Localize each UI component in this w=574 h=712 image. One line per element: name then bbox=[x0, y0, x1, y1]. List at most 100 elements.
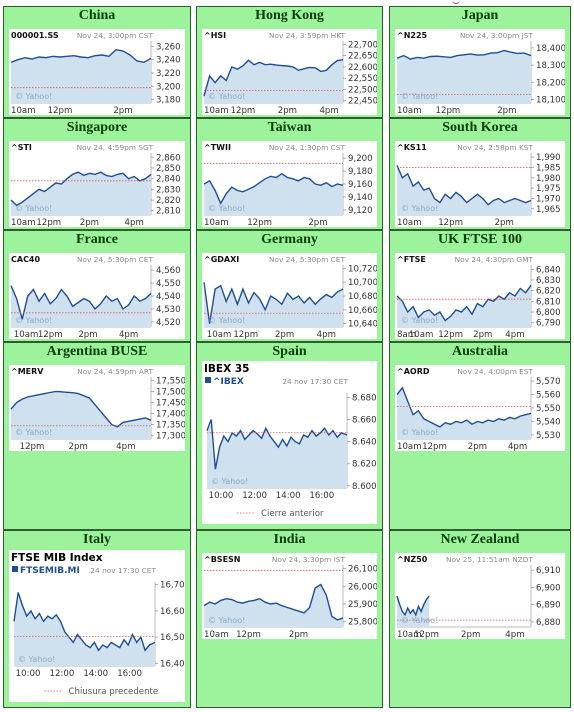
series-area bbox=[204, 173, 343, 215]
market-cell-australia: Australia ^AORD Nov 24, 4:00pm EST 5,570 5,5… bbox=[389, 342, 571, 530]
series-area bbox=[397, 596, 430, 627]
x-tick-label: 12pm bbox=[247, 218, 272, 227]
decorative-mark bbox=[452, 0, 460, 4]
region-title: Spain bbox=[272, 344, 307, 359]
series-symbol: ^HSI bbox=[204, 31, 226, 40]
y-tick-label: 22,650 bbox=[348, 52, 377, 62]
y-tick-label: 8.660 bbox=[352, 416, 377, 426]
y-tick-label: 10,720 bbox=[348, 264, 377, 274]
y-tick-label: 17,350 bbox=[156, 421, 185, 431]
series-line bbox=[206, 419, 348, 470]
timestamp: Nov 24, 3:59pm HKT bbox=[269, 31, 346, 40]
x-tick-label: 8am bbox=[397, 330, 416, 339]
legend-label: Cierre anterior bbox=[261, 509, 324, 519]
series-line bbox=[396, 165, 532, 206]
y-tick-label: 8.600 bbox=[352, 482, 377, 492]
timestamp: Nov 24, 4:59pm ART bbox=[77, 367, 153, 376]
x-tick-label: 10am bbox=[11, 106, 36, 115]
x-tick-label: 10am bbox=[397, 106, 422, 115]
region-title: Italy bbox=[83, 532, 111, 547]
timestamp: Nov 24, 3:00pm CST bbox=[77, 31, 154, 40]
market-cell-japan: Japan ^N225 Nov 24, 3:00pm JST 18,400 18,300… bbox=[389, 6, 571, 118]
yahoo-watermark: © Yahoo! bbox=[208, 92, 245, 101]
x-tick-label: 2pm bbox=[113, 106, 132, 115]
chart-argentina-buse[interactable]: ^MERV Nov 24, 4:59pm ART17,55017,50017,45… bbox=[9, 365, 185, 451]
chart-italy[interactable]: FTSE MIB Index FTSEMIB.MI 24 nov 17:30 CET… bbox=[9, 550, 185, 702]
region-title: China bbox=[78, 8, 116, 23]
chart-spain[interactable]: IBEX 35 ^IBEX 24 nov 17:30 CET 8.680 8.660 8.… bbox=[202, 361, 377, 524]
x-tick-label: 12:00 bbox=[50, 669, 75, 679]
x-tick-label: 12pm bbox=[38, 330, 63, 339]
y-tick-label: 18,400 bbox=[536, 44, 565, 54]
region-title: Germany bbox=[261, 232, 318, 247]
x-tick-label: 10am bbox=[11, 218, 36, 227]
y-tick-label: 6,840 bbox=[536, 265, 561, 275]
x-tick-label: 4pm bbox=[508, 442, 527, 451]
series-symbol: ^TWII bbox=[204, 143, 231, 152]
series-symbol: ^BSESN bbox=[204, 555, 240, 564]
y-tick-label: 3,200 bbox=[156, 82, 181, 92]
x-tick-label: 12pm bbox=[414, 630, 439, 639]
market-cell-india: India ^BSESN Nov 24, 3:30pm IST 26,100 26,00… bbox=[196, 530, 383, 708]
region-title: France bbox=[76, 232, 118, 247]
y-tick-label: 10,680 bbox=[348, 292, 377, 302]
market-cell-argentina-buse: Argentina BUSE ^MERV Nov 24, 4:59pm ART 17,… bbox=[3, 342, 191, 530]
y-tick-label: 4,520 bbox=[156, 318, 181, 328]
chart-south-korea[interactable]: ^KS11 Nov 24, 2:58pm KST1,9901,9851,9801,… bbox=[395, 141, 565, 227]
y-tick-label: 17,450 bbox=[156, 398, 185, 408]
y-tick-label: 6,790 bbox=[536, 319, 561, 329]
series-area bbox=[207, 419, 347, 488]
y-tick-label: 3,260 bbox=[156, 42, 181, 52]
y-tick-label: 1,975 bbox=[536, 184, 561, 194]
yahoo-watermark: © Yahoo! bbox=[15, 92, 52, 101]
y-tick-label: 4,530 bbox=[156, 305, 181, 315]
y-tick-label: 26,000 bbox=[348, 582, 377, 592]
timestamp: Nov 24, 4:59pm SGT bbox=[77, 143, 154, 152]
x-tick-label: 10am bbox=[409, 330, 434, 339]
y-tick-label: 3,240 bbox=[156, 56, 181, 66]
x-tick-label: 2pm bbox=[78, 330, 97, 339]
chart-singapore[interactable]: ^STI Nov 24, 4:59pm SGT2,8602,8502,8402,8… bbox=[9, 141, 185, 227]
x-tick-label: 12pm bbox=[438, 330, 463, 339]
region-title: Taiwan bbox=[267, 120, 312, 135]
region-title: Argentina BUSE bbox=[46, 344, 148, 359]
x-tick-label: 4pm bbox=[317, 330, 336, 339]
region-title: Hong Kong bbox=[255, 8, 324, 23]
y-tick-label: 9,180 bbox=[348, 167, 373, 177]
series-line bbox=[396, 49, 532, 60]
x-tick-label: 4pm bbox=[505, 330, 524, 339]
yahoo-watermark: © Yahoo! bbox=[208, 316, 245, 325]
x-tick-label: 2pm bbox=[289, 630, 308, 639]
series-line bbox=[396, 284, 532, 322]
y-tick-label: 22,500 bbox=[348, 85, 377, 95]
y-tick-label: 16,700 bbox=[160, 581, 185, 591]
y-tick-label: 2,850 bbox=[156, 164, 181, 174]
y-tick-label: 17,500 bbox=[156, 387, 185, 397]
timestamp: Nov 24, 4:00pm EST bbox=[457, 367, 533, 376]
market-cell-italy: Italy FTSE MIB Index FTSEMIB.MI 24 nov 17:3… bbox=[3, 530, 191, 708]
y-tick-label: 6,820 bbox=[536, 287, 561, 297]
x-tick-label: 12pm bbox=[436, 106, 461, 115]
series-area bbox=[397, 165, 531, 215]
yahoo-watermark: © Yahoo! bbox=[208, 204, 245, 213]
series-line bbox=[203, 282, 344, 324]
y-tick-label: 5,540 bbox=[536, 417, 561, 427]
timestamp: Nov 24, 2:58pm KST bbox=[457, 143, 533, 152]
x-tick-label: 2pm bbox=[69, 442, 88, 451]
y-tick-label: 9,120 bbox=[348, 206, 373, 216]
y-tick-label: 16,600 bbox=[160, 607, 185, 617]
x-tick-label: 10am bbox=[397, 630, 422, 639]
yahoo-watermark: © Yahoo! bbox=[15, 204, 52, 213]
y-tick-label: 2,840 bbox=[156, 175, 181, 185]
chart-uk-ftse-100[interactable]: ^FTSE Nov 24, 4:30pm GMT6,8406,8306,8206,… bbox=[395, 253, 565, 339]
